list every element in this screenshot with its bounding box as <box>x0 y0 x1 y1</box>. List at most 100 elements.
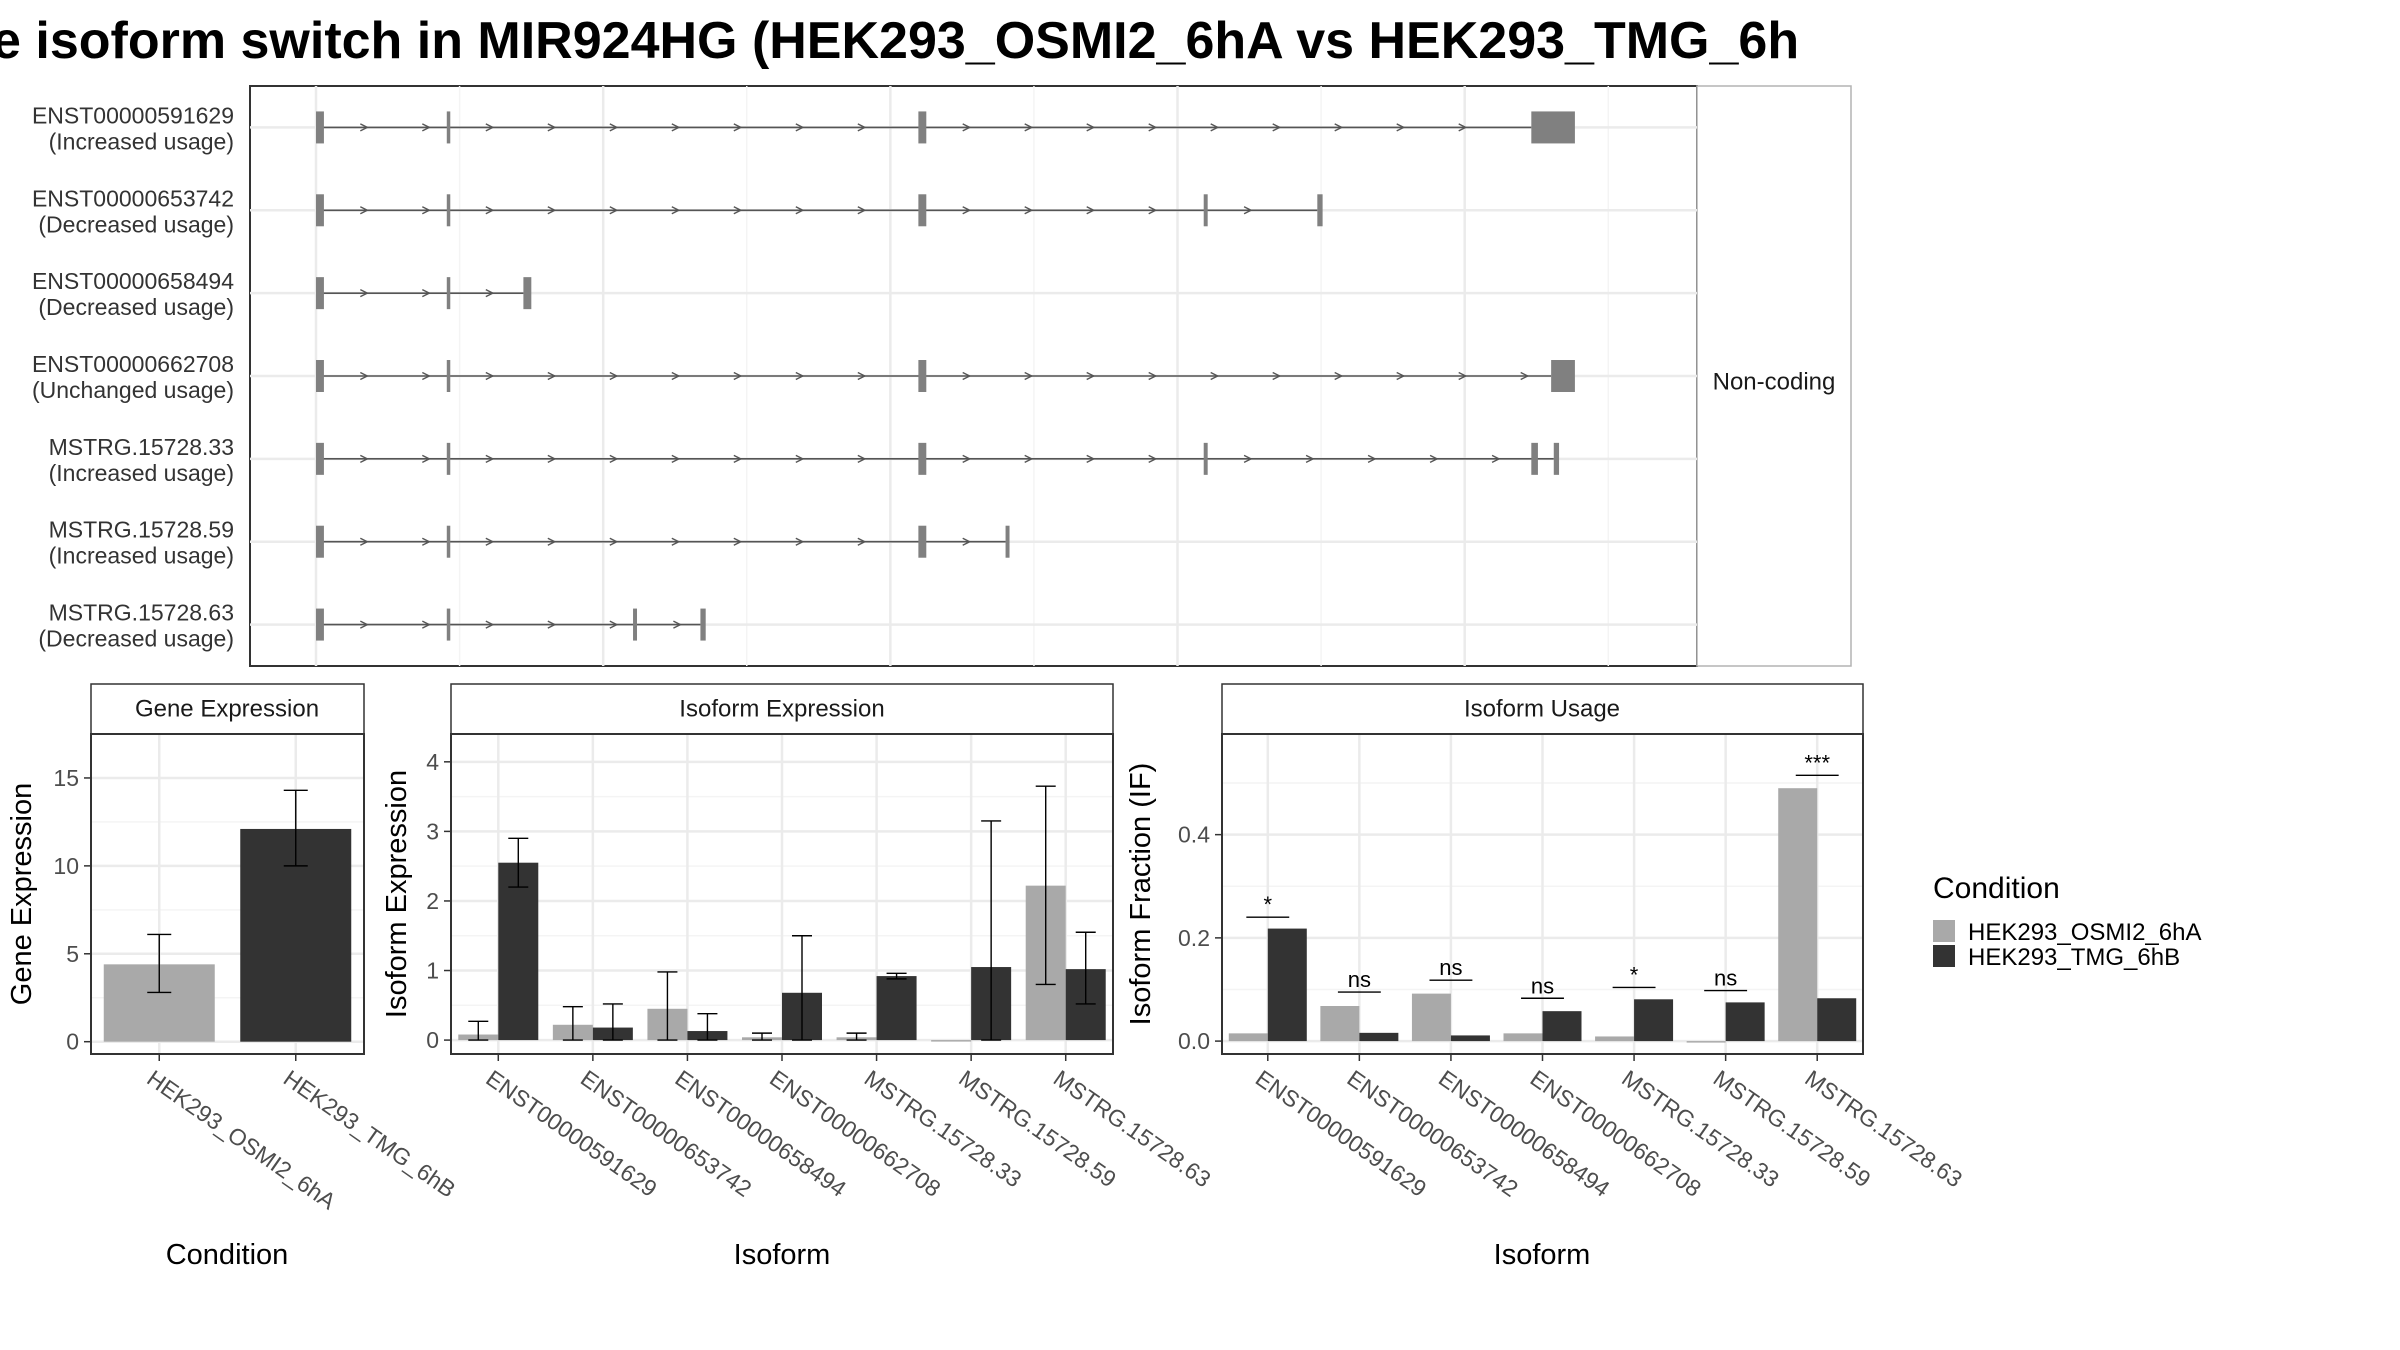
direction-arrow <box>1272 123 1282 132</box>
transcript-row <box>316 442 1560 475</box>
bar <box>1686 1041 1726 1043</box>
gene-expression-strip-title: Gene Expression <box>135 695 319 722</box>
transcript-label: MSTRG.15728.63 (Decreased usage) <box>38 600 234 652</box>
bar <box>1634 999 1674 1042</box>
exon <box>316 360 324 392</box>
transcript-usage: (Decreased usage) <box>38 294 234 320</box>
direction-arrow <box>547 620 557 629</box>
x-tick-label: MSTRG.15728.33 <box>860 1065 1027 1193</box>
isoform-usage-significance: * ns ns ns * ns *** <box>1246 750 1839 999</box>
exon <box>918 360 927 392</box>
y-tick-label: 0.0 <box>1178 1028 1210 1054</box>
exon <box>446 277 451 310</box>
direction-arrow <box>485 620 495 629</box>
significance-label: * <box>1264 892 1273 917</box>
isoform-usage-x-ticks: ENST00000591629ENST00000653742ENST000006… <box>1251 1054 1967 1202</box>
direction-arrow <box>1148 123 1158 132</box>
bar <box>1595 1036 1635 1042</box>
x-tick-label: ENST00000658494 <box>671 1065 852 1202</box>
exon <box>918 194 927 227</box>
direction-arrow <box>795 537 805 546</box>
bar <box>1542 1011 1582 1042</box>
direction-arrow <box>485 371 495 381</box>
transcript-row <box>316 608 706 641</box>
transcript-usage: (Increased usage) <box>49 460 234 486</box>
direction-arrow <box>422 371 431 381</box>
direction-arrow <box>795 454 805 463</box>
x-tick-label: MSTRG.15728.63 <box>1049 1065 1216 1193</box>
exon <box>1203 442 1208 475</box>
isoform-expression-strip <box>450 683 1114 735</box>
direction-arrow <box>857 206 867 215</box>
exon <box>446 608 451 641</box>
gene-expression-x-title: Condition <box>166 1239 289 1271</box>
bar <box>1267 928 1307 1042</box>
direction-arrow <box>671 123 681 132</box>
y-tick-label: 0 <box>66 1029 79 1055</box>
direction-arrow <box>671 206 681 215</box>
direction-arrow <box>1024 454 1034 463</box>
direction-arrow <box>609 620 619 629</box>
exon <box>633 608 638 641</box>
y-tick-label: 4 <box>426 749 439 775</box>
significance-label: ns <box>1531 973 1554 998</box>
direction-arrow <box>360 620 369 629</box>
direction-arrow <box>422 289 431 298</box>
direction-arrow <box>1148 454 1158 463</box>
bar <box>1228 1033 1268 1042</box>
exon <box>1551 360 1575 392</box>
y-tick-label: 0.4 <box>1178 822 1210 848</box>
direction-arrow <box>1396 371 1406 381</box>
direction-arrow <box>609 371 619 381</box>
direction-arrow <box>673 620 682 629</box>
exon <box>523 277 532 310</box>
direction-arrow <box>1272 371 1282 381</box>
direction-arrow <box>795 206 805 215</box>
direction-arrow <box>962 537 972 546</box>
transcript-row <box>316 360 1575 392</box>
direction-arrow <box>609 537 619 546</box>
direction-arrow <box>671 537 681 546</box>
direction-arrow <box>1024 371 1034 381</box>
exon <box>700 608 706 641</box>
direction-arrow <box>422 206 431 215</box>
direction-arrow <box>547 371 557 381</box>
exon <box>918 442 927 475</box>
transcript-label: MSTRG.15728.33 (Increased usage) <box>49 434 234 486</box>
isoform-expression-y-title: Isoform Expression <box>381 770 413 1018</box>
y-tick-label: 5 <box>66 941 79 967</box>
direction-arrow <box>1396 123 1406 132</box>
x-tick-label: ENST00000591629 <box>481 1065 661 1202</box>
exon <box>1317 194 1323 227</box>
transcript-id: MSTRG.15728.33 <box>49 434 234 460</box>
transcript-label: ENST00000591629 (Increased usage) <box>32 102 234 154</box>
y-tick-label: 0 <box>426 1027 439 1053</box>
isoform-usage-grid <box>1222 734 1863 1054</box>
exon <box>316 525 324 558</box>
transcript-usage: (Increased usage) <box>49 128 234 154</box>
direction-arrow <box>857 123 867 132</box>
isoform-usage-strip-title: Isoform Usage <box>1464 695 1620 722</box>
transcript-row <box>316 111 1575 144</box>
isoform-expression-panel: Isoform Expression 0 1 2 3 4 ENST00000591629… <box>381 683 1216 1271</box>
direction-arrow <box>1305 454 1315 463</box>
direction-arrow <box>962 206 972 215</box>
transcript-id: ENST00000653742 <box>32 185 234 211</box>
direction-arrow <box>609 123 619 132</box>
legend-key-osmi2 <box>1933 920 1955 942</box>
direction-arrow <box>733 206 743 215</box>
isoform-usage-y-ticks: 0.0 0.2 0.4 <box>1178 822 1222 1054</box>
transcript-usage: (Decreased usage) <box>38 211 234 237</box>
gene-expression-plot-border <box>90 733 365 1055</box>
significance-label: *** <box>1804 750 1830 775</box>
transcript-label: MSTRG.15728.59 (Increased usage) <box>49 517 234 569</box>
direction-arrow <box>360 123 369 132</box>
direction-arrow <box>1458 123 1468 132</box>
transcript-id: ENST00000591629 <box>32 102 234 128</box>
exon <box>1531 442 1538 475</box>
direction-arrow <box>795 123 805 132</box>
isoform-expression-y-ticks: 0 1 2 3 4 <box>426 749 451 1053</box>
y-tick-label: 3 <box>426 818 439 844</box>
legend-title: Condition <box>1933 872 2060 905</box>
